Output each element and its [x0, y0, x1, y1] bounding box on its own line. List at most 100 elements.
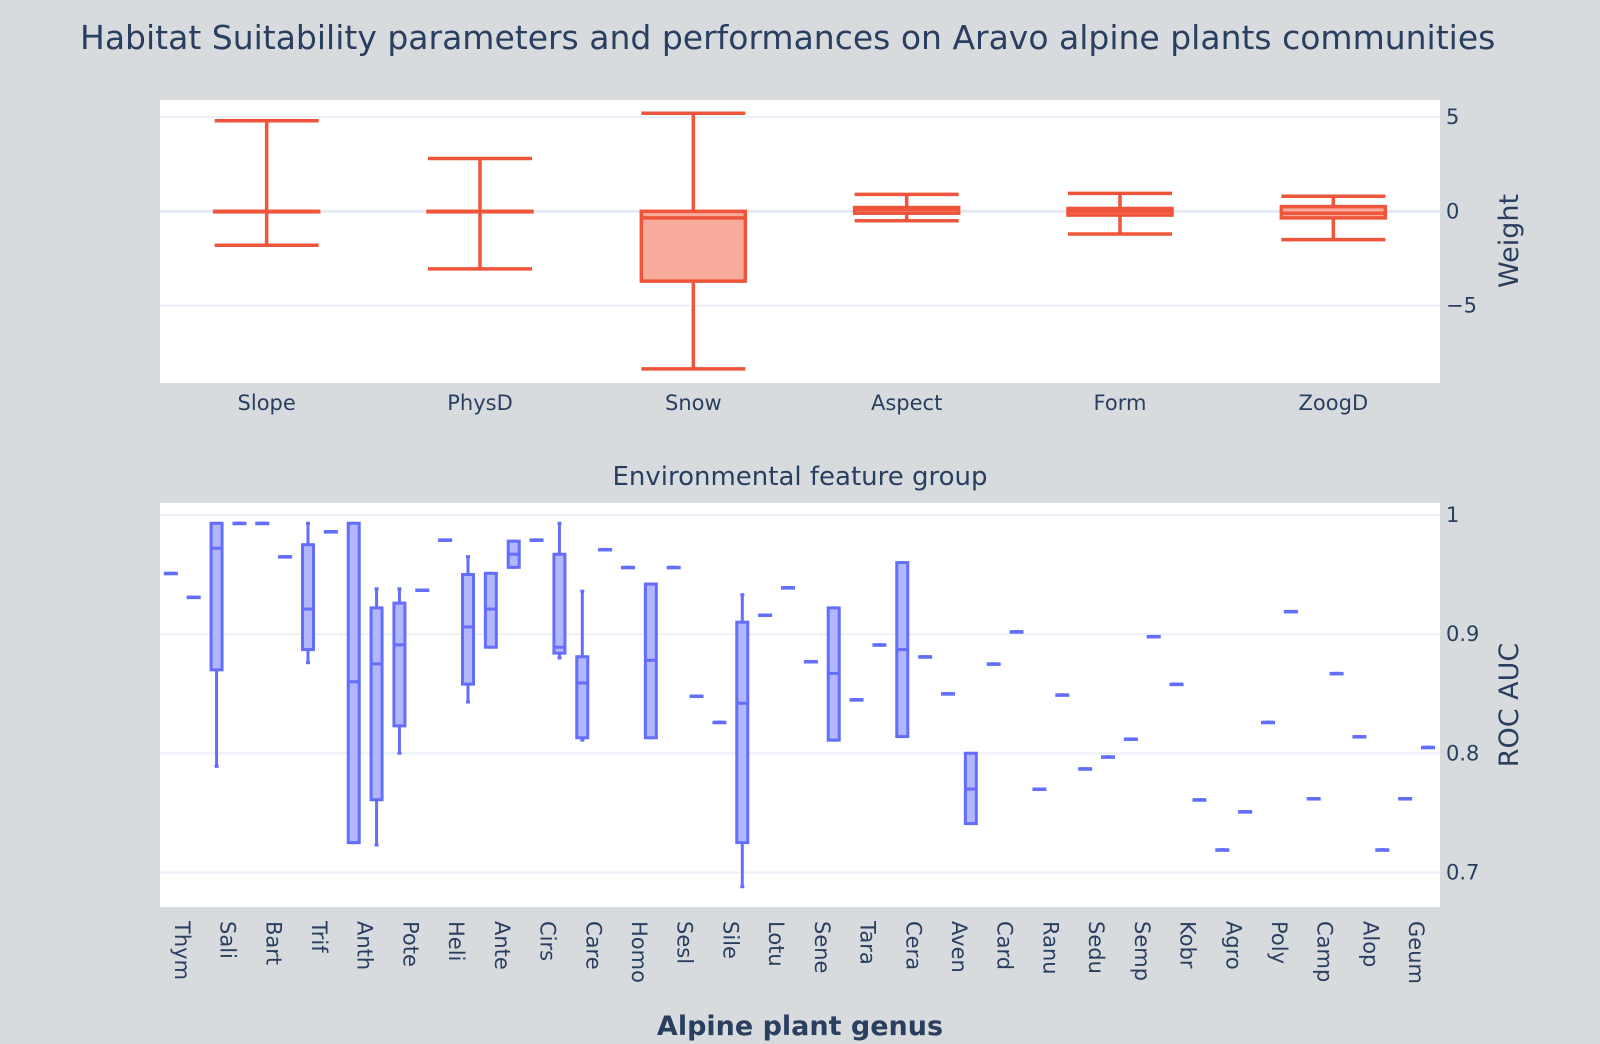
box-p7 [483, 571, 498, 649]
box-p5.5 [415, 588, 430, 592]
auc-y-axis-label: ROC AUC [1494, 643, 1525, 768]
box-p19 [1032, 787, 1047, 792]
box-p0 [163, 571, 178, 576]
auc-x-ticks: Thym Sali Bart Trif Anth Pote Heli Ante Cirs Care… [170, 920, 1428, 984]
box-p16 [895, 561, 910, 739]
x-tick-label: Care [581, 921, 605, 970]
auc-y-ticks: 1 0.9 0.8 0.7 [1446, 503, 1479, 885]
box-p6.5 [461, 555, 475, 704]
x-tick-label: Kobr [1176, 921, 1200, 969]
box-p2.5 [278, 555, 293, 559]
box-p3.5 [323, 530, 338, 534]
iqr-box [735, 620, 750, 845]
box-p23 [1215, 848, 1230, 852]
x-tick-label: Sesl [673, 921, 697, 964]
x-tick-label: Sile [718, 921, 742, 959]
box-p12 [712, 720, 727, 725]
x-tick-label: Geum [1404, 921, 1428, 984]
x-tick-label: Tara [856, 920, 880, 965]
box-p3 [301, 521, 315, 665]
x-tick-label: Lotu [764, 921, 788, 967]
auc-x-axis-label: Alpine plant genus [657, 1011, 943, 1042]
weights-panel: 5 0 −5 Slope PhysD Snow Aspect Form ZoogD Weigh… [160, 100, 1525, 492]
box-p8 [529, 538, 544, 542]
box-p13.5 [781, 586, 795, 590]
x-tick-label: Form [1094, 391, 1147, 415]
box-p19.5 [1055, 693, 1070, 697]
x-tick-label: Card [993, 921, 1017, 970]
box-p0.5 [186, 595, 201, 600]
y-tick-label: 5 [1446, 105, 1459, 129]
x-tick-label: Alop [1358, 921, 1382, 967]
x-tick-label: Semp [1130, 921, 1154, 981]
x-tick-label: Aven [947, 921, 971, 973]
box-p14 [803, 660, 818, 664]
box-p7.5 [506, 539, 521, 569]
box-p20.5 [1101, 755, 1115, 759]
iqr-box [461, 573, 475, 686]
y-tick-label: 0.8 [1446, 741, 1479, 765]
box-p10 [621, 565, 635, 570]
box-p20 [1078, 767, 1093, 771]
box-p11.5 [689, 694, 704, 699]
x-tick-label: Heli [444, 921, 468, 961]
x-tick-label: Sene [810, 921, 834, 973]
iqr-box [301, 543, 315, 652]
box-p9 [575, 589, 590, 742]
box-ZoogD [1279, 194, 1388, 242]
x-tick-label: PhysD [447, 391, 513, 415]
iqr-box [552, 552, 567, 655]
box-Snow [639, 111, 748, 371]
box-p12.5 [735, 593, 750, 889]
weights-y-axis-label: Weight [1494, 194, 1525, 288]
box-PhysD [426, 156, 534, 271]
x-tick-label: Cirs [536, 921, 560, 961]
box-p25.5 [1329, 671, 1344, 676]
box-p27 [1398, 797, 1413, 801]
weights-y-ticks: 5 0 −5 [1446, 105, 1477, 318]
x-tick-label: Sali [216, 921, 240, 959]
x-tick-label: Poly [1267, 921, 1291, 964]
auc-boxes [163, 521, 1435, 889]
x-tick-label: Slope [238, 391, 296, 415]
box-p10.5 [643, 582, 658, 740]
box-p26.5 [1375, 848, 1390, 852]
box-Aspect [852, 192, 961, 223]
box-p16.5 [918, 655, 933, 659]
box-p26 [1352, 735, 1367, 739]
box-p18 [986, 662, 1001, 666]
y-tick-label: 0.7 [1446, 860, 1479, 884]
x-tick-label: Cera [901, 921, 925, 970]
weights-gridlines [160, 115, 1440, 307]
y-tick-label: −5 [1446, 294, 1477, 318]
x-tick-label: Sedu [1084, 921, 1108, 974]
x-tick-label: Homo [627, 921, 651, 983]
weights-plot-area [160, 100, 1440, 383]
x-tick-label: Bart [261, 921, 285, 965]
box-p1.5 [232, 521, 247, 526]
box-p17.5 [963, 751, 978, 826]
box-p1 [209, 521, 224, 768]
x-tick-label: Ante [490, 921, 514, 970]
box-p6 [438, 538, 453, 542]
weights-x-ticks: Slope PhysD Snow Aspect Form ZoogD [238, 391, 1369, 415]
x-tick-label: Pote [398, 921, 422, 967]
box-p17 [941, 692, 955, 696]
box-Form [1066, 191, 1174, 236]
box-p4 [346, 521, 361, 845]
weights-boxes [212, 111, 1388, 371]
box-p13 [758, 613, 773, 618]
box-p8.5 [552, 521, 567, 660]
box-p15.5 [872, 643, 887, 647]
box-p21 [1123, 737, 1138, 741]
box-p14.5 [826, 606, 841, 742]
box-p5 [392, 587, 407, 755]
y-tick-label: 0.9 [1446, 622, 1479, 646]
iqr-box [639, 209, 748, 283]
iqr-box [575, 655, 590, 740]
x-tick-label: ZoogD [1299, 391, 1369, 415]
box-p4.5 [369, 587, 384, 847]
iqr-box [209, 521, 224, 672]
box-p11 [666, 565, 681, 570]
